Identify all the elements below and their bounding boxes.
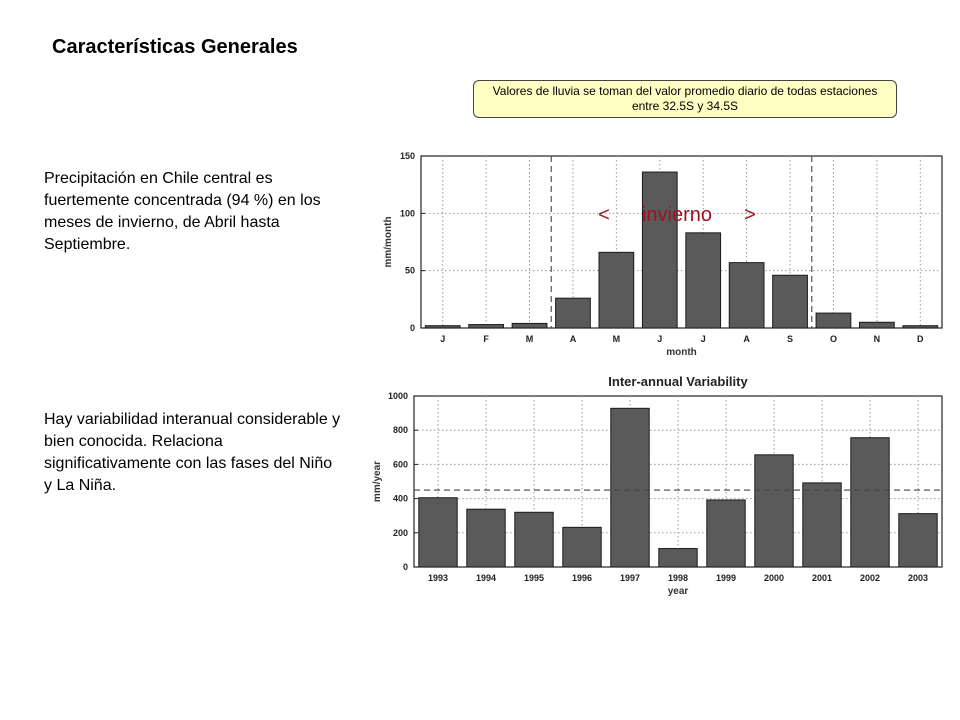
- x-tick-label: 1998: [668, 573, 688, 583]
- bar: [685, 232, 722, 329]
- x-axis-label: year: [668, 586, 689, 597]
- y-tick-label: 200: [393, 528, 408, 538]
- x-tick-label: 2002: [860, 573, 880, 583]
- x-tick-label: 1994: [476, 573, 496, 583]
- bar: [598, 251, 635, 329]
- winter-concentration-text: Precipitación en Chile central es fuerte…: [44, 170, 321, 253]
- bar: [898, 513, 938, 568]
- interannual-variability-text: Hay variabilidad interanual considerable…: [44, 411, 341, 494]
- x-tick-label: 2001: [812, 573, 832, 583]
- winter-arrow-right: >: [744, 204, 756, 226]
- x-tick-label: J: [440, 334, 445, 344]
- bar: [706, 499, 746, 568]
- bar: [641, 171, 678, 329]
- bar: [728, 262, 765, 329]
- x-tick-label: 1999: [716, 573, 736, 583]
- y-tick-label: 1000: [388, 391, 408, 401]
- x-tick-label: 1993: [428, 573, 448, 583]
- x-tick-label: 2000: [764, 573, 784, 583]
- x-tick-label: 1997: [620, 573, 640, 583]
- bar: [772, 274, 808, 329]
- bar: [466, 508, 506, 568]
- y-axis-label: mm/year: [372, 461, 383, 502]
- bar: [555, 297, 591, 329]
- y-tick-label: 400: [393, 494, 408, 504]
- y-tick-label: 50: [405, 266, 415, 276]
- y-tick-label: 0: [403, 562, 408, 572]
- x-axis-label: month: [666, 347, 697, 358]
- bar: [424, 325, 461, 329]
- page-title: Características Generales: [52, 36, 298, 58]
- bar: [610, 407, 650, 568]
- bar: [418, 497, 458, 568]
- x-tick-label: M: [613, 334, 621, 344]
- x-tick-label: S: [787, 334, 793, 344]
- x-tick-label: J: [657, 334, 662, 344]
- x-tick-label: 1996: [572, 573, 592, 583]
- y-tick-label: 100: [400, 208, 415, 218]
- x-tick-label: D: [917, 334, 924, 344]
- bar: [514, 511, 554, 568]
- y-tick-label: 600: [393, 459, 408, 469]
- bar: [658, 548, 698, 568]
- interannual-chart: 0 200 400 600 800 1000 1993 1994 1995 1996 1997 199…: [372, 374, 943, 597]
- x-tick-label: A: [743, 334, 750, 344]
- y-tick-label: 0: [410, 323, 415, 333]
- x-tick-label: 2003: [908, 573, 928, 583]
- bar: [468, 324, 504, 329]
- winter-arrow-left: <: [598, 204, 610, 226]
- bar: [562, 526, 602, 568]
- x-tick-label: J: [701, 334, 706, 344]
- y-tick-label: 800: [393, 425, 408, 435]
- data-source-note: Valores de lluvia se toman del valor pro…: [473, 80, 897, 118]
- y-tick-label: 150: [400, 151, 415, 161]
- x-tick-label: A: [570, 334, 577, 344]
- x-tick-label: M: [526, 334, 534, 344]
- chart-title: Inter-annual Variability: [608, 374, 748, 389]
- bar: [850, 437, 890, 568]
- winter-label: invierno: [642, 204, 712, 226]
- y-axis-label: mm/month: [383, 216, 394, 267]
- plot-frame: [420, 155, 943, 329]
- bar: [859, 321, 895, 329]
- x-tick-label: N: [874, 334, 881, 344]
- bar: [511, 322, 548, 329]
- x-tick-label: F: [483, 334, 489, 344]
- bar: [902, 325, 939, 329]
- x-tick-label: 1995: [524, 573, 544, 583]
- bar: [802, 482, 842, 568]
- x-tick-label: O: [830, 334, 837, 344]
- bar: [754, 454, 794, 568]
- bar: [815, 312, 852, 329]
